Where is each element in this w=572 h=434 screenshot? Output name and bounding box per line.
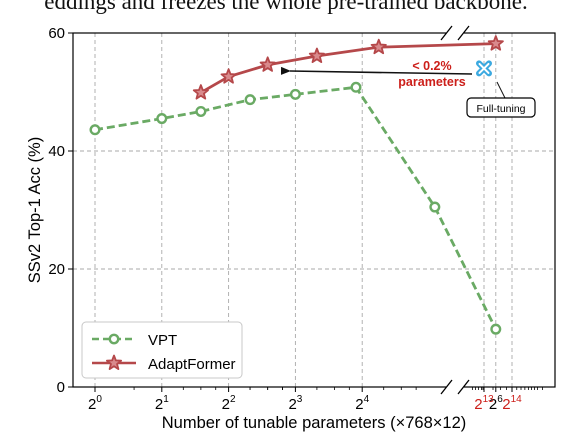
x-tick-label: 23 xyxy=(288,394,302,413)
legend-adaptformer-label: AdaptFormer xyxy=(148,356,236,373)
full-tuning-group: Full-tuning xyxy=(466,60,536,118)
y-tick-label: 0 xyxy=(57,379,65,396)
annotation-line2: parameters xyxy=(398,75,465,89)
page-header-text: eddings and freezes the whole pre-traine… xyxy=(44,0,528,14)
vpt-point xyxy=(350,81,362,93)
y-tick-label: 40 xyxy=(48,143,65,160)
adaptformer-point xyxy=(308,47,325,63)
full-tuning-callout-line xyxy=(496,81,506,99)
y-axis-label: SSv2 Top-1 Acc (%) xyxy=(26,137,44,283)
x-tick-label: 24 xyxy=(355,394,369,413)
adaptformer-point xyxy=(370,38,387,55)
vpt-point xyxy=(490,323,502,335)
annotation-line1: < 0.2% xyxy=(412,59,451,73)
vpt-point xyxy=(156,113,168,125)
axis-break-marks xyxy=(440,25,470,395)
x-tick-label: 214 xyxy=(502,394,522,413)
vpt-point xyxy=(429,201,441,213)
plot-frame xyxy=(72,32,556,388)
legend-vpt-label: VPT xyxy=(148,332,177,349)
vpt-line xyxy=(94,85,498,330)
adaptformer-point xyxy=(259,56,276,72)
axis-break-slash xyxy=(457,25,470,41)
x-tick-label: 26 xyxy=(489,394,503,413)
axis-break-slash xyxy=(440,25,453,41)
axis-break-slash xyxy=(440,379,453,395)
vpt-point xyxy=(89,124,101,136)
axis-break-gap xyxy=(446,25,464,41)
axis-break-slash xyxy=(457,379,470,395)
legend-adaptformer-marker xyxy=(105,354,123,370)
legend-vpt-marker xyxy=(108,333,120,345)
x-tick-label: 21 xyxy=(155,394,169,413)
x-axis-label: Number of tunable parameters (×768×12) xyxy=(162,414,467,432)
full-tuning-x-inner xyxy=(478,62,490,74)
legend: VPT AdaptFormer xyxy=(81,321,243,379)
adaptformer-line xyxy=(200,42,496,94)
full-tuning-label: Full-tuning xyxy=(476,103,525,115)
adaptformer-point xyxy=(220,68,237,84)
x-tick-label: 20 xyxy=(88,394,102,413)
full-tuning-marker xyxy=(476,60,492,77)
axis-break-gap xyxy=(446,379,464,395)
full-tuning-label-box xyxy=(466,97,536,118)
adaptformer-point xyxy=(487,35,504,51)
vpt-point xyxy=(244,94,256,106)
annotation: < 0.2% parameters xyxy=(280,59,473,89)
x-tick-label: 213 xyxy=(474,394,494,413)
y-tick-label: 20 xyxy=(48,261,65,278)
annotation-arrow xyxy=(280,66,473,75)
y-tick-label: 60 xyxy=(48,25,65,42)
x-tick-label: 22 xyxy=(222,394,236,413)
adaptformer-point xyxy=(192,84,209,100)
vpt-point xyxy=(195,105,207,117)
series-layer xyxy=(89,35,504,335)
vpt-point xyxy=(289,88,301,100)
legend-star-shape xyxy=(105,354,123,370)
